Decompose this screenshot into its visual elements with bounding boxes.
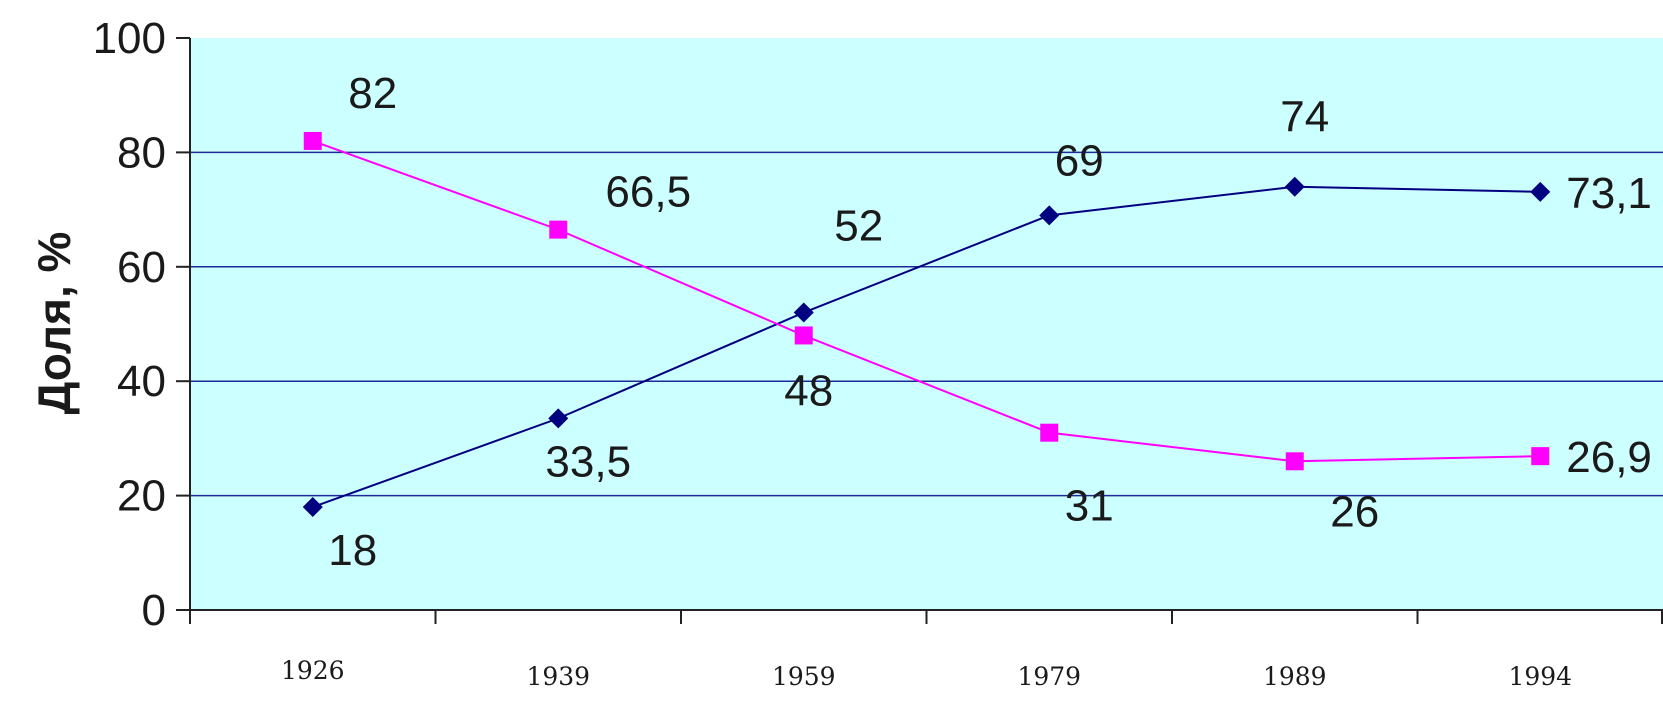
- plot-area: [190, 38, 1663, 610]
- data-label: 33,5: [545, 437, 631, 486]
- x-tick-label: 1939: [526, 662, 590, 691]
- data-label: 18: [328, 526, 377, 575]
- series-line-2: [312, 140, 1541, 463]
- gridlines: [190, 151, 1663, 497]
- x-tick-label: 1989: [1263, 662, 1327, 691]
- axes: [176, 37, 1663, 624]
- series-markers: [302, 131, 1551, 518]
- data-label: 48: [784, 366, 833, 415]
- x-tick-label: 1979: [1017, 662, 1081, 691]
- series-lines: [312, 140, 1541, 508]
- data-point-square: [1531, 447, 1550, 466]
- data-point-diamond: [1530, 181, 1551, 202]
- x-tick-label: 1994: [1508, 662, 1572, 691]
- data-point-square: [794, 326, 813, 345]
- y-tick-label: 0: [142, 586, 166, 635]
- y-tick-label: 80: [117, 128, 166, 177]
- y-tick-labels: 0 20 40 60 80 100: [93, 14, 166, 635]
- y-tick-label: 60: [117, 243, 166, 292]
- data-point-diamond: [793, 302, 814, 323]
- data-point-square: [1040, 423, 1059, 442]
- data-label: 73,1: [1566, 169, 1652, 218]
- data-point-square: [1285, 452, 1304, 471]
- data-label: 82: [348, 69, 397, 118]
- data-point-square: [549, 220, 568, 239]
- x-tick-label: 1926: [281, 656, 345, 685]
- data-label: 69: [1055, 136, 1104, 185]
- data-point-diamond: [1284, 176, 1305, 197]
- data-label: 31: [1065, 482, 1114, 531]
- data-label: 26,9: [1566, 433, 1652, 482]
- data-labels: 18 33,5 52 69 74 73,1 82 66,5 48 31 26 26,9: [328, 69, 1652, 575]
- data-point-diamond: [1039, 205, 1060, 226]
- data-point-diamond: [548, 408, 569, 429]
- y-tick-label: 100: [93, 14, 166, 63]
- data-label: 74: [1280, 93, 1329, 142]
- x-tick-label: 1959: [772, 662, 836, 691]
- y-tick-label: 20: [117, 472, 166, 521]
- data-point-square: [303, 131, 322, 150]
- data-label: 26: [1330, 487, 1379, 536]
- x-tick-labels: 1926 1939 1959 1979 1989 1994: [281, 656, 1572, 691]
- data-point-diamond: [302, 497, 323, 518]
- y-axis-label: Доля, %: [28, 232, 80, 415]
- data-label: 52: [834, 202, 883, 251]
- y-tick-label: 40: [117, 357, 166, 406]
- data-label: 66,5: [605, 168, 691, 217]
- series-line-1: [312, 185, 1541, 508]
